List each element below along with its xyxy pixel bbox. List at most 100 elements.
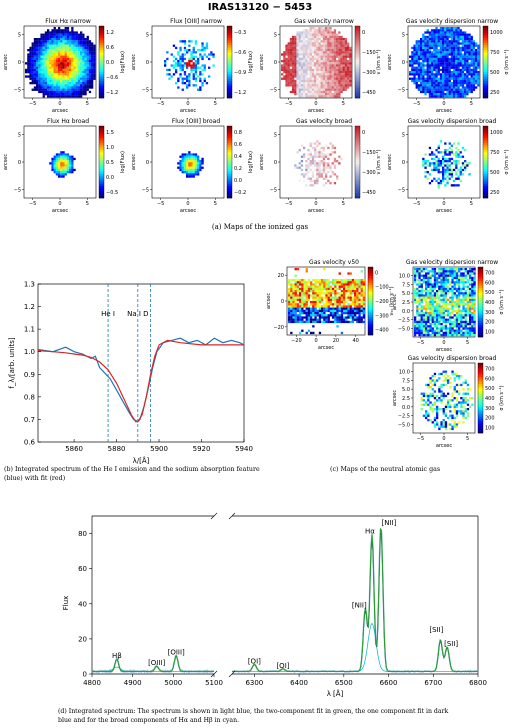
map-pixel	[442, 151, 445, 154]
map-pixel	[429, 307, 432, 310]
map-pixel	[77, 66, 81, 69]
map-pixel	[322, 38, 326, 41]
map-pixel	[436, 307, 439, 310]
map-pixel	[296, 320, 300, 324]
map-pixel	[349, 272, 352, 275]
map-pixel	[36, 68, 39, 72]
map-pixel	[303, 77, 306, 80]
map-pixel	[197, 88, 200, 91]
map-pixel	[466, 90, 469, 94]
map-pixel	[433, 93, 436, 96]
map-pixel	[33, 79, 37, 83]
map-pixel	[31, 71, 34, 74]
map-pixel	[466, 162, 469, 165]
map-pixel	[444, 57, 447, 61]
map-pixel	[457, 79, 460, 83]
colorbar-segment	[227, 57, 232, 60]
map-pixel	[415, 42, 418, 45]
map-pixel	[449, 287, 452, 291]
map-pixel	[53, 73, 56, 76]
map-pixel	[303, 90, 306, 94]
map-pixel	[311, 90, 315, 94]
map-pixel	[439, 77, 443, 80]
map-pixel	[457, 155, 460, 158]
map-pixel	[468, 77, 471, 80]
map-pixel	[183, 171, 187, 174]
map-pixel	[314, 303, 317, 306]
map-pixel	[439, 75, 443, 78]
colorbar-segment	[99, 45, 104, 48]
map-pixel	[29, 71, 32, 74]
colorbar-label: σ (km s⁻¹)	[504, 49, 510, 74]
map-pixel	[435, 79, 438, 83]
map-pixel	[338, 57, 341, 61]
map-pixel	[64, 49, 67, 52]
map-pixel	[320, 93, 323, 96]
map-pixel	[64, 46, 67, 50]
map-pixel	[351, 314, 355, 317]
map-pixel	[333, 38, 337, 41]
map-pixel	[320, 68, 323, 72]
map-pixel	[461, 31, 465, 34]
map-pixel	[179, 64, 182, 67]
map-pixel	[451, 276, 454, 280]
map-pixel	[186, 171, 189, 174]
map-pixel	[349, 73, 352, 76]
map-pixel	[84, 75, 87, 78]
map-pixel	[329, 153, 332, 156]
map-pixel	[470, 79, 473, 83]
map-pixel	[469, 296, 472, 299]
map-pixel	[194, 153, 198, 156]
map-pixel	[416, 312, 419, 315]
ionized-gas-maps: Flux Hα narrow−5 0 550−5arcsecarcsec1.20.6…	[3, 18, 510, 214]
map-pixel	[93, 53, 96, 56]
map-pixel	[351, 307, 355, 310]
map-pixel	[197, 75, 200, 78]
map-pixel	[292, 285, 295, 288]
map-pixel	[446, 62, 449, 65]
map-pixel	[300, 77, 304, 80]
map-pixel	[281, 73, 284, 76]
map-pixel	[305, 171, 308, 174]
map-pixel	[38, 62, 41, 65]
map-pixel	[69, 157, 72, 161]
map-pixel	[428, 38, 432, 41]
map-pixel	[354, 303, 357, 306]
map-pixel	[466, 279, 470, 282]
colorbar-segment	[483, 71, 488, 75]
map-pixel	[31, 62, 34, 65]
map-pixel	[321, 281, 324, 284]
map-pixel	[62, 38, 65, 41]
map-pixel	[84, 93, 87, 96]
map-pixel	[446, 93, 449, 96]
map-pixel	[362, 298, 366, 302]
map-pixel	[287, 79, 290, 83]
map-pixel	[472, 84, 476, 87]
map-pixel	[301, 285, 304, 288]
map-pixel	[312, 314, 315, 317]
map-pixel	[299, 290, 302, 293]
map-pixel	[47, 35, 50, 39]
map-pixel	[358, 307, 361, 310]
map-pixel	[360, 281, 363, 284]
map-pixel	[60, 29, 63, 32]
map-pixel	[82, 82, 85, 85]
map-pixel	[471, 303, 474, 306]
map-pixel	[418, 270, 421, 273]
map-pixel	[446, 95, 449, 98]
map-pixel	[424, 88, 427, 91]
map-pixel	[321, 285, 324, 288]
map-pixel	[466, 272, 470, 275]
colorbar-segment	[227, 169, 232, 172]
map-pixel	[194, 71, 198, 74]
map-pixel	[457, 175, 460, 178]
map-pixel	[287, 51, 290, 54]
map-pixel	[347, 86, 350, 89]
map-pixel	[318, 151, 321, 154]
map-pixel	[444, 296, 448, 299]
map-pixel	[311, 29, 315, 32]
map-pixel	[360, 279, 363, 282]
map-pixel	[294, 314, 297, 317]
map-pixel	[53, 38, 56, 41]
map-pixel	[300, 60, 304, 63]
